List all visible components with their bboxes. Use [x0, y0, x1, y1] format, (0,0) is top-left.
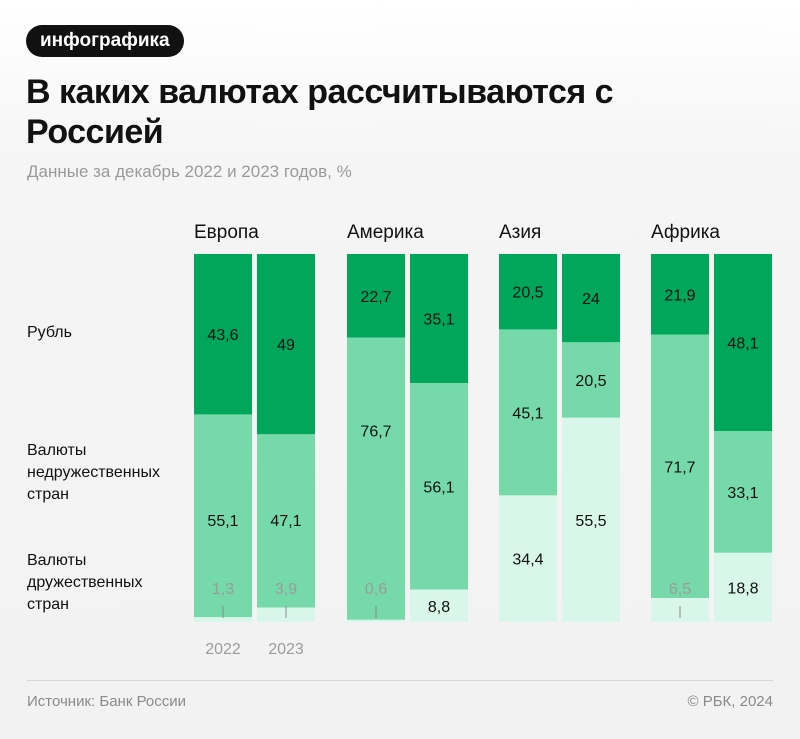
data-label-ruble: 48,1	[727, 336, 758, 353]
data-label-ruble: 49	[277, 337, 295, 354]
bar-segment-ruble	[651, 254, 709, 335]
bar-segment-unfriendly	[499, 329, 557, 496]
bar-segment-friendly	[347, 619, 405, 622]
data-label-ruble: 43,6	[207, 327, 238, 344]
data-label-friendly: 3,9	[275, 581, 297, 598]
page-subtitle: Данные за декабрь 2022 и 2023 годов, %	[27, 162, 352, 181]
data-label-friendly: 1,3	[212, 581, 234, 598]
data-label-unfriendly: 20,5	[575, 373, 606, 390]
data-label-unfriendly: 56,1	[423, 479, 454, 496]
row-label-friendly: Валюты дружественных стран	[27, 552, 143, 613]
data-label-friendly: 6,5	[669, 581, 691, 598]
source-note: Источник: Банк России	[27, 693, 187, 710]
bar-segment-unfriendly	[562, 342, 620, 418]
data-label-ruble: 35,1	[423, 312, 454, 329]
bar-segment-unfriendly	[714, 431, 772, 553]
year-label: 2023	[268, 641, 304, 658]
data-label-unfriendly: 33,1	[727, 485, 758, 502]
data-label-friendly: 0,6	[365, 581, 387, 598]
page-title: В каких валютах рассчитываются с Россией	[26, 73, 614, 151]
region-label: Америка	[347, 222, 424, 243]
year-label: 2022	[205, 641, 241, 658]
data-label-unfriendly: 71,7	[664, 459, 695, 476]
row-label-unfriendly: Валюты недружественных стран	[27, 442, 160, 503]
row-label-ruble: Рубль	[27, 324, 72, 341]
bar-segment-unfriendly	[194, 414, 252, 618]
data-label-friendly: 55,5	[575, 513, 606, 530]
bar-segment-unfriendly	[257, 434, 315, 608]
bar-segment-unfriendly	[651, 334, 709, 599]
data-label-unfriendly: 45,1	[512, 405, 543, 422]
data-label-unfriendly: 55,1	[207, 513, 238, 530]
footer-divider	[27, 680, 773, 681]
bar-segment-ruble	[347, 254, 405, 338]
bar-segment-unfriendly	[347, 337, 405, 620]
bar-segment-friendly	[562, 417, 620, 622]
infographic-badge: инфографика	[26, 25, 184, 57]
bar-segment-ruble	[410, 254, 468, 384]
bar-segment-ruble	[714, 254, 772, 432]
data-label-friendly: 8,8	[428, 599, 450, 616]
bar-segment-friendly	[499, 495, 557, 622]
region-label: Африка	[651, 222, 720, 243]
data-label-friendly: 34,4	[512, 552, 543, 569]
data-label-unfriendly: 76,7	[360, 424, 391, 441]
bar-segment-ruble	[499, 254, 557, 330]
stacked-bar-chart: Европа 43,6 55,1 1,3 49 47,1 3,9 Америка 22,7 76,…	[194, 222, 772, 658]
bar-segment-friendly	[194, 617, 252, 622]
region-label: Азия	[499, 222, 541, 243]
data-label-unfriendly: 47,1	[270, 513, 301, 530]
data-label-ruble: 22,7	[360, 289, 391, 306]
bar-segment-ruble	[257, 254, 315, 435]
bar-segment-friendly	[410, 589, 468, 622]
data-label-ruble: 21,9	[664, 287, 695, 304]
data-label-ruble: 20,5	[512, 285, 543, 302]
region-label: Европа	[194, 222, 259, 243]
data-label-ruble: 24	[582, 291, 600, 308]
copyright-note: © РБК, 2024	[687, 693, 773, 710]
bar-segment-friendly	[714, 552, 772, 622]
bar-segment-unfriendly	[410, 383, 468, 590]
bar-segment-ruble	[194, 254, 252, 415]
data-label-friendly: 18,8	[727, 580, 758, 597]
bar-segment-ruble	[562, 254, 620, 343]
